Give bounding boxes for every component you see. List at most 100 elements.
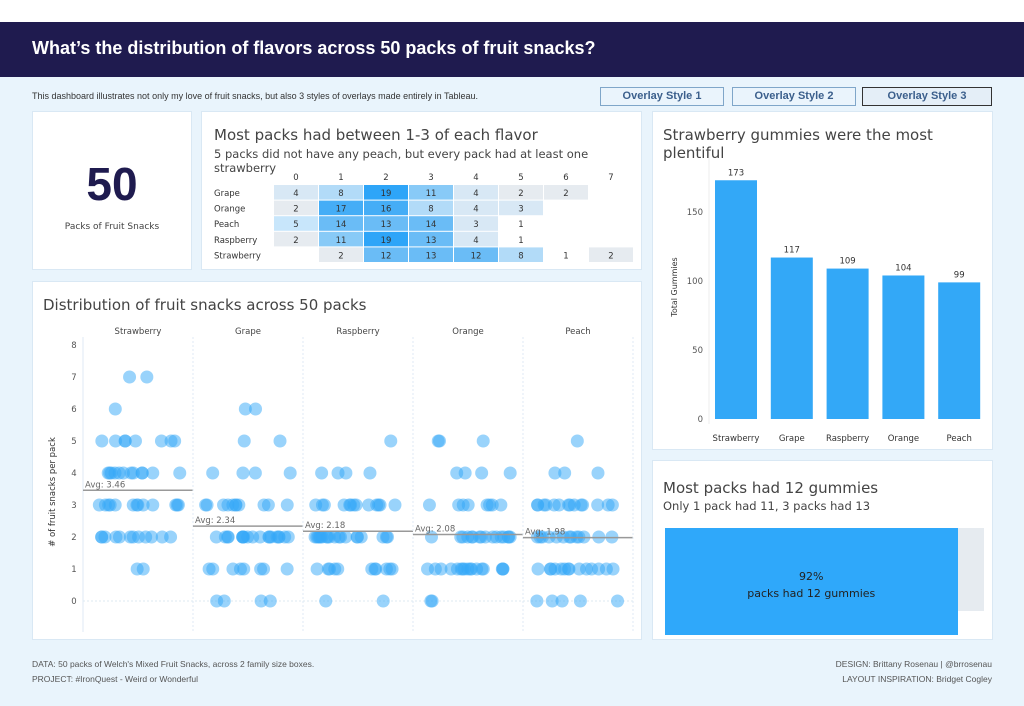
heatmap-cell bbox=[409, 216, 453, 231]
heatmap-column-label: 5 bbox=[518, 173, 523, 183]
bar-y-tick-label: 100 bbox=[687, 277, 703, 287]
strip-dot bbox=[155, 530, 169, 544]
heatmap-cell-value: 12 bbox=[471, 251, 482, 261]
strip-dot bbox=[108, 402, 122, 416]
strip-dot bbox=[254, 562, 268, 576]
strip-dot bbox=[323, 562, 337, 576]
strip-y-tick-label: 7 bbox=[71, 373, 76, 383]
heatmap-row-label: Grape bbox=[214, 189, 240, 199]
strip-dot bbox=[322, 530, 336, 544]
strip-dot bbox=[474, 530, 488, 544]
heatmap-cell bbox=[544, 185, 588, 200]
strip-dot bbox=[109, 434, 123, 448]
strip-dot bbox=[202, 562, 216, 576]
heatmap-cell bbox=[499, 185, 543, 200]
strip-dot bbox=[116, 466, 130, 480]
strip-dot bbox=[475, 466, 489, 480]
heatmap-cell-value: 11 bbox=[426, 189, 437, 199]
strip-dot bbox=[217, 594, 231, 608]
strip-dot bbox=[347, 498, 361, 512]
bar-chart: 0 50 100 150 Total Gummies 173 Strawberry 117 Gr… bbox=[670, 152, 981, 444]
heatmap-cell-value: 12 bbox=[381, 251, 392, 261]
bar-peach bbox=[938, 282, 981, 419]
heatmap-cell-value: 2 bbox=[608, 251, 613, 261]
bar-value-label: 117 bbox=[784, 246, 800, 256]
heatmap-cell bbox=[454, 216, 498, 231]
strip-dot bbox=[591, 466, 605, 480]
strip-y-tick-label: 6 bbox=[71, 405, 76, 415]
footer-design: DESIGN: Brittany Rosenau | @brrosenau bbox=[835, 659, 992, 669]
heatmap-cell-value: 19 bbox=[381, 189, 392, 199]
strip-dot bbox=[548, 466, 562, 480]
strip-dot bbox=[95, 530, 109, 544]
heatmap-cell bbox=[274, 200, 318, 216]
share-bar: 92% packs had 12 gummies bbox=[665, 528, 958, 635]
strip-y-tick-label: 2 bbox=[71, 533, 76, 543]
strip-dot bbox=[280, 562, 294, 576]
heatmap-cell bbox=[364, 185, 408, 200]
overlay-style-1-button[interactable]: Overlay Style 1 bbox=[600, 87, 724, 106]
bar-orange bbox=[882, 275, 925, 419]
heatmap-column-label: 3 bbox=[428, 173, 433, 183]
strip-dot bbox=[262, 530, 276, 544]
strip-dot bbox=[246, 530, 260, 544]
strip-y-tick-label: 5 bbox=[71, 437, 76, 447]
heatmap-column-label: 2 bbox=[383, 173, 388, 183]
strip-dot bbox=[248, 466, 262, 480]
heatmap-cell bbox=[319, 247, 363, 262]
strip-dot bbox=[555, 594, 569, 608]
strip-dot bbox=[95, 434, 109, 448]
heatmap-row-label: Peach bbox=[214, 220, 239, 230]
strip-dot bbox=[315, 466, 329, 480]
share-percent: 92% bbox=[799, 570, 824, 583]
heatmap-cell-value: 2 bbox=[293, 205, 298, 215]
heatmap-cell bbox=[409, 231, 453, 247]
bar-category-label: Strawberry bbox=[713, 434, 760, 444]
strip-dot bbox=[221, 530, 235, 544]
strip-dot bbox=[145, 530, 159, 544]
strip-dot bbox=[238, 402, 252, 416]
footer-right: DESIGN: Brittany Rosenau | @brrosenau LA… bbox=[836, 657, 992, 687]
heatmap-column-label: 0 bbox=[293, 173, 298, 183]
overlay-style-2-button[interactable]: Overlay Style 2 bbox=[732, 87, 856, 106]
strip-dot bbox=[254, 594, 268, 608]
bar-y-axis-title: Total Gummies bbox=[670, 257, 679, 317]
heatmap-cell bbox=[364, 216, 408, 231]
strip-dot bbox=[98, 498, 112, 512]
page-title: What’s the distribution of flavors acros… bbox=[32, 38, 596, 58]
heatmap-cell bbox=[274, 185, 318, 200]
strip-dot bbox=[236, 530, 250, 544]
strip-dot bbox=[370, 498, 384, 512]
heatmap-cell bbox=[274, 216, 318, 231]
heatmap-cell bbox=[319, 200, 363, 216]
overlay-style-3-button[interactable]: Overlay Style 3 bbox=[862, 87, 992, 106]
strip-dot bbox=[229, 498, 243, 512]
strip-dot bbox=[146, 498, 160, 512]
strip-dot bbox=[574, 498, 588, 512]
strip-dot bbox=[379, 562, 393, 576]
strip-dot bbox=[428, 562, 442, 576]
bar-category-label: Grape bbox=[779, 434, 805, 444]
heatmap-cell bbox=[454, 200, 498, 216]
heatmap-cell bbox=[409, 247, 453, 262]
bar-value-label: 99 bbox=[954, 270, 965, 280]
heatmap-cell-value: 8 bbox=[518, 251, 523, 261]
strip-dot bbox=[365, 562, 379, 576]
heatmap-cell-value: 19 bbox=[381, 236, 392, 246]
strip-dot bbox=[128, 434, 142, 448]
strip-dot bbox=[236, 466, 250, 480]
heatmap-cell bbox=[499, 247, 543, 262]
strip-dot bbox=[206, 466, 220, 480]
strip-dot bbox=[496, 562, 510, 576]
heatmap-cell-value: 4 bbox=[473, 205, 478, 215]
bar-value-label: 104 bbox=[895, 263, 911, 273]
heatmap-cell-value: 13 bbox=[381, 220, 392, 230]
strip-dot bbox=[199, 498, 213, 512]
intro-text: This dashboard illustrates not only my l… bbox=[32, 91, 479, 101]
heatmap-cell-value: 2 bbox=[518, 189, 523, 199]
strip-plot: 0 1 2 3 4 5 6 7 8 # of fruit snacks per pack Straw… bbox=[48, 327, 634, 632]
strip-dot bbox=[599, 562, 613, 576]
strip-dot bbox=[226, 562, 240, 576]
